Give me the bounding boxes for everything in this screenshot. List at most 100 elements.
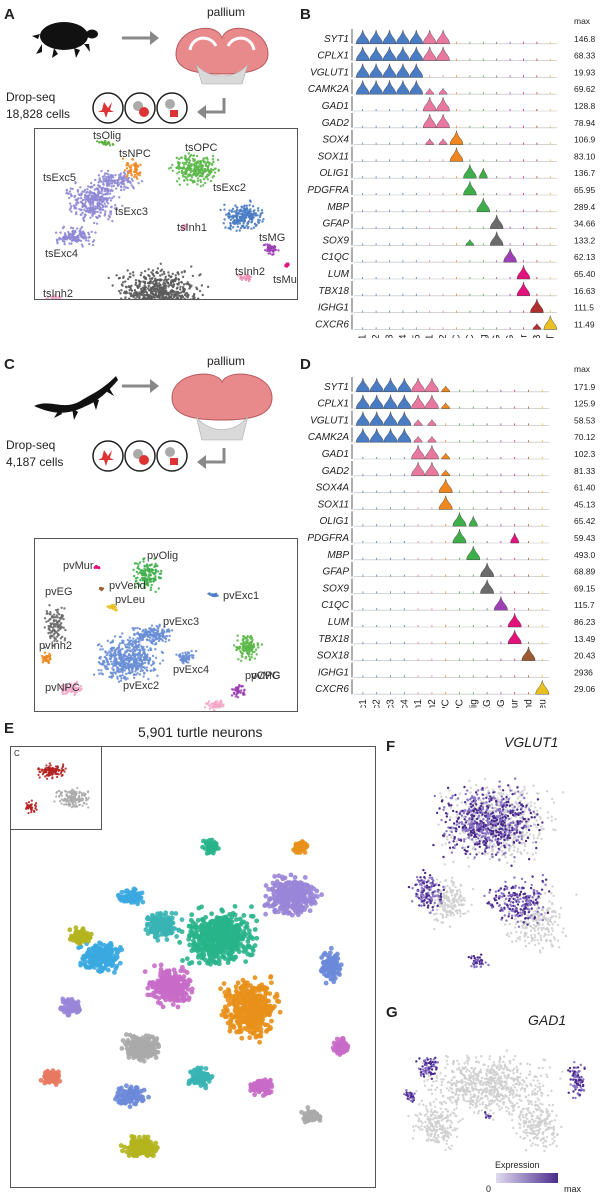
tsne-cluster-pvExc4 xyxy=(175,649,198,665)
cell-count-label-c: 4,187 cells xyxy=(6,455,64,469)
tsne-cluster-pvOPC xyxy=(232,634,264,662)
legend-max: max xyxy=(564,1184,582,1194)
neuron-cluster-19 xyxy=(186,1065,215,1091)
tsne-cluster-pvOlig xyxy=(132,557,163,594)
gene-label-SOX4: SOX4 xyxy=(322,135,349,146)
tsne-cluster-tsEG xyxy=(106,262,210,333)
violin-CAMK2A-tsExc5 xyxy=(409,80,423,95)
feature-cells-1 xyxy=(407,1100,464,1152)
feature-high-0 xyxy=(415,1056,440,1080)
cluster-tick-tsExc5: tsExc5 xyxy=(411,334,422,338)
gene-label-SOX11: SOX11 xyxy=(318,151,350,162)
violin-TBX18-tsMur xyxy=(516,281,531,296)
violin-CAMK2A-tsExc3 xyxy=(382,80,397,95)
cluster-label-tsNPC: tsNPC xyxy=(119,148,151,160)
cluster-tick-tsEG: tsEG xyxy=(492,334,503,338)
neurons-title: 5,901 turtle neurons xyxy=(138,724,263,740)
violin-PDGFRA-pvOPC xyxy=(452,529,467,544)
gene-label-CXCR6: CXCR6 xyxy=(315,684,349,695)
violin-CAMK2A-tsInh2 xyxy=(438,87,448,95)
panel-label-c: C xyxy=(4,356,15,373)
violin-SYT1-pvExc3 xyxy=(383,377,398,392)
gene-label-OLIG1: OLIG1 xyxy=(320,516,349,527)
cluster-label-pvVend: pvVend xyxy=(109,580,146,592)
violin-SYT1-pvNPC xyxy=(441,385,451,392)
max-value-PDGFRA: 59.43 xyxy=(574,533,596,543)
tsne-cluster-pvNPC xyxy=(41,651,52,665)
violin-GAD2-pvInh1 xyxy=(411,461,425,476)
gene-label-CPLX1: CPLX1 xyxy=(317,399,349,410)
violin-TBX18-pvMur xyxy=(507,629,522,644)
neuron-cluster-0 xyxy=(218,974,283,1045)
neuron-cluster-14 xyxy=(115,886,146,907)
max-value-TBX18: 16.63 xyxy=(574,286,596,296)
cluster-tick-pvEG: pvEG xyxy=(482,699,493,708)
violin-CPLX1-pvExc3 xyxy=(383,394,398,409)
max-column-header: max xyxy=(574,16,591,26)
gene-label-f: VGLUT1 xyxy=(504,734,559,750)
violin-CAMK2A-pvExc4 xyxy=(397,428,412,443)
cluster-tick-pvLeu: pvLeu xyxy=(537,699,548,708)
violin-SOX9-tsEG xyxy=(490,231,504,246)
cluster-tick-tsMur: tsMur xyxy=(519,334,530,338)
gene-label-GAD2: GAD2 xyxy=(322,466,350,477)
violin-GAD1-pvNPC xyxy=(441,452,451,460)
violin-GFAP-pvEG xyxy=(480,562,494,577)
violin-MBP-tsOlig xyxy=(476,197,490,212)
cluster-tick-pvExc2: pvExc2 xyxy=(372,699,383,708)
panel-label-b: B xyxy=(300,6,311,23)
max-column-header: max xyxy=(574,364,591,374)
violin-CXCR6-pvLeu xyxy=(535,680,550,695)
max-value-SOX4: 106.9 xyxy=(574,135,596,145)
tsne-cluster-tsMur xyxy=(284,262,290,268)
feature-cells-2 xyxy=(510,1100,563,1153)
neuron-cluster-17 xyxy=(299,1105,323,1125)
gene-label-SOX11: SOX11 xyxy=(318,499,350,510)
arrow-right-icon-c xyxy=(122,379,159,393)
max-value-TBX18: 13.49 xyxy=(574,634,596,644)
max-value-GAD2: 81.33 xyxy=(574,466,596,476)
cluster-label-pvMG: pvMG xyxy=(251,670,280,682)
neuron-cluster-16 xyxy=(248,1077,275,1098)
gene-label-VGLUT1: VGLUT1 xyxy=(310,67,349,78)
violin-CAMK2A-pvInh2 xyxy=(427,435,437,443)
tsne-cluster-tsOPC xyxy=(168,152,220,188)
violin-CPLX1-tsExc2 xyxy=(369,46,383,61)
violin-SOX4-tsInh2 xyxy=(438,138,448,145)
gene-label-MBP: MBP xyxy=(327,550,349,561)
violin-CAMK2A-tsInh1 xyxy=(425,87,434,95)
violin-SOX4-tsNPC xyxy=(449,130,464,145)
method-label: Drop-seq xyxy=(6,90,56,104)
violin-C1QC-pvMG xyxy=(494,596,508,611)
neuron-cluster-2 xyxy=(262,872,325,918)
panel-label-g: G xyxy=(386,1004,398,1021)
cluster-label-pvExc1: pvExc1 xyxy=(223,590,259,602)
tsne-cluster-pvInh2 xyxy=(58,680,83,697)
violin-CPLX1-tsExc3 xyxy=(382,46,397,61)
droplets-illustration xyxy=(92,92,188,124)
feature-high-1 xyxy=(567,1060,586,1100)
max-value-C1QC: 115.7 xyxy=(574,600,595,610)
expression-colorbar xyxy=(496,1173,558,1183)
violin-SYT1-tsExc2 xyxy=(369,29,383,44)
cluster-tick-tsExc3: tsExc3 xyxy=(385,334,396,338)
max-value-OLIG1: 136.7 xyxy=(574,168,596,178)
cluster-label-tsExc3: tsExc3 xyxy=(115,206,148,218)
gene-label-OLIG1: OLIG1 xyxy=(320,168,349,179)
cluster-label-pvExc3: pvExc3 xyxy=(163,616,199,628)
violin-SOX11-tsNPC xyxy=(449,147,464,162)
inset-neuron-cells xyxy=(37,762,67,780)
gene-label-SYT1: SYT1 xyxy=(324,382,349,393)
tsne-cluster-tsNPC xyxy=(121,157,142,180)
neuron-cluster-7 xyxy=(318,945,344,986)
panel-label-a: A xyxy=(4,6,15,23)
neuron-cluster-12 xyxy=(291,839,310,855)
violin-GAD2-tsInh1 xyxy=(423,113,437,128)
gene-label-LUM: LUM xyxy=(328,617,350,628)
cluster-label-pvOlig: pvOlig xyxy=(147,550,178,562)
neuron-cluster-6 xyxy=(38,1068,63,1087)
gene-label-TBX18: TBX18 xyxy=(318,634,349,645)
max-value-CPLX1: 68.33 xyxy=(574,51,596,61)
neuron-cluster-3 xyxy=(76,940,125,975)
legend-min: 0 xyxy=(486,1184,492,1194)
